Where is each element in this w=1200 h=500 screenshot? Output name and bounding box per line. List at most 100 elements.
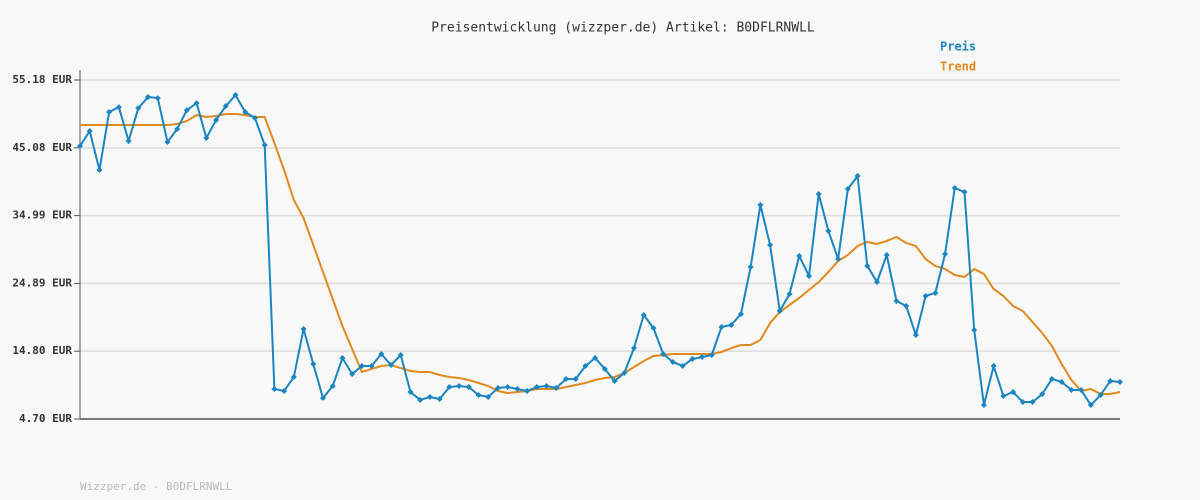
point-marker (679, 363, 686, 370)
point-marker (650, 325, 657, 332)
point-marker (796, 252, 803, 259)
point-marker (1010, 389, 1017, 396)
point-marker (854, 172, 861, 179)
point-marker (222, 103, 229, 110)
point-marker (757, 201, 764, 208)
legend-label: Preis (940, 40, 976, 54)
point-marker (1078, 386, 1085, 393)
y-tick-label: 24.89 EUR (12, 276, 72, 289)
point-marker (543, 383, 550, 390)
point-marker (621, 369, 628, 376)
point-marker (329, 383, 336, 390)
point-marker (553, 385, 560, 392)
footer: Wizzper.de - B0DFLRNWLL (80, 480, 233, 493)
point-marker (601, 366, 608, 373)
point-marker (494, 385, 501, 392)
point-marker (611, 377, 618, 384)
point-marker (397, 352, 404, 359)
point-marker (893, 298, 900, 305)
point-marker (504, 384, 511, 391)
point-marker (737, 311, 744, 318)
point-marker (77, 143, 83, 150)
point-marker (485, 393, 492, 400)
point-marker (533, 384, 540, 391)
point-marker (251, 115, 258, 122)
point-marker (844, 185, 851, 192)
point-marker (290, 374, 297, 381)
point-marker (825, 227, 832, 234)
point-marker (942, 250, 949, 257)
point-marker (786, 291, 793, 298)
point-marker (980, 402, 987, 409)
point-marker (349, 371, 356, 378)
point-marker (300, 326, 307, 333)
point-marker (1019, 399, 1026, 406)
point-marker (718, 323, 725, 330)
point-marker (261, 142, 268, 149)
point-marker (805, 273, 812, 280)
point-marker (407, 389, 414, 396)
point-marker (174, 126, 181, 133)
point-marker (378, 350, 385, 357)
point-marker (572, 375, 579, 382)
point-marker (951, 184, 958, 191)
point-marker (864, 262, 871, 269)
point-marker (213, 117, 220, 124)
point-marker (154, 95, 161, 102)
legend-label: Trend (940, 60, 976, 74)
point-marker (767, 242, 774, 249)
point-marker (1068, 386, 1075, 393)
point-marker (1000, 393, 1007, 400)
point-marker (990, 363, 997, 370)
point-marker (1058, 378, 1065, 385)
point-marker (514, 385, 521, 392)
point-marker (417, 396, 424, 403)
point-marker (193, 100, 200, 107)
point-marker (465, 384, 472, 391)
point-marker (524, 387, 531, 394)
point-marker (96, 166, 103, 173)
point-marker (932, 290, 939, 297)
point-marker (1107, 377, 1114, 384)
point-marker (203, 135, 210, 142)
point-marker (631, 345, 638, 352)
y-tick-label: 34.99 EUR (12, 209, 72, 222)
point-marker (145, 94, 152, 101)
point-marker (426, 393, 433, 400)
point-marker (1087, 402, 1094, 409)
point-marker (835, 255, 842, 262)
chart-title: Preisentwicklung (wizzper.de) Artikel: B… (431, 21, 815, 36)
point-marker (776, 308, 783, 315)
point-marker (135, 105, 142, 112)
point-marker (368, 363, 375, 370)
point-marker (125, 138, 132, 145)
point-marker (708, 352, 715, 359)
point-marker (660, 350, 667, 357)
point-marker (242, 109, 249, 116)
point-marker (456, 383, 463, 390)
point-marker (106, 109, 113, 116)
point-marker (1097, 392, 1104, 399)
point-marker (271, 385, 278, 392)
point-marker (183, 107, 190, 114)
point-marker (815, 190, 822, 197)
point-marker (115, 104, 122, 111)
point-marker (883, 252, 890, 259)
point-marker (669, 358, 676, 365)
point-marker (232, 92, 239, 99)
point-marker (971, 327, 978, 334)
y-tick-label: 55.18 EUR (12, 73, 72, 86)
point-marker (874, 279, 881, 286)
point-marker (446, 384, 453, 391)
point-marker (86, 128, 93, 135)
point-marker (912, 331, 919, 338)
point-marker (728, 321, 735, 328)
point-marker (903, 302, 910, 309)
point-marker (358, 363, 365, 370)
point-marker (699, 354, 706, 361)
point-marker (922, 292, 929, 299)
y-tick-label: 14.80 EUR (12, 344, 72, 357)
point-marker (388, 362, 395, 369)
